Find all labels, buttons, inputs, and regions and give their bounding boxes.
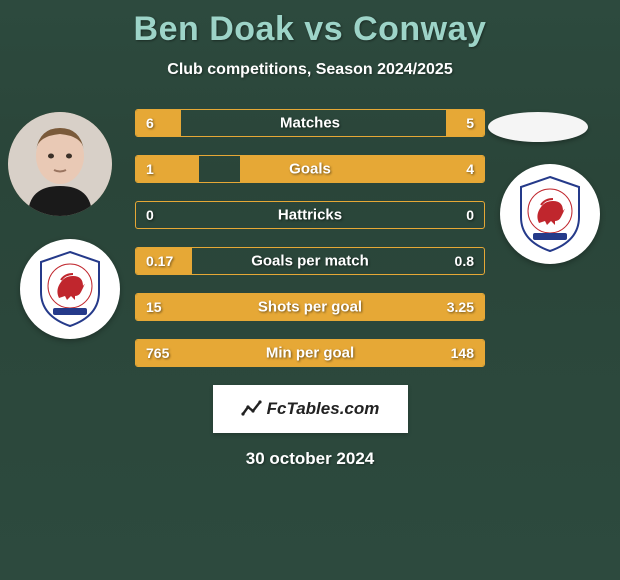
stat-value-left: 0 xyxy=(146,207,154,223)
player-right-avatar xyxy=(488,112,588,142)
player-left-club-crest xyxy=(20,239,120,339)
stat-label: Min per goal xyxy=(266,345,354,362)
stat-value-right: 5 xyxy=(466,115,474,131)
comparison-content: 6 5 Matches 1 4 Goals 0 0 Hattricks 0.17 0.8 Goals … xyxy=(0,109,620,469)
stat-row: 0 0 Hattricks xyxy=(135,201,485,229)
stat-value-left: 765 xyxy=(146,345,169,361)
stat-row: 0.17 0.8 Goals per match xyxy=(135,247,485,275)
stat-label: Shots per goal xyxy=(258,299,362,316)
stat-row: 1 4 Goals xyxy=(135,155,485,183)
stat-value-left: 1 xyxy=(146,161,154,177)
stat-value-right: 3.25 xyxy=(447,299,474,315)
page-title: Ben Doak vs Conway xyxy=(0,0,620,49)
stat-bar-right xyxy=(446,110,484,136)
stat-value-right: 0 xyxy=(466,207,474,223)
branding-text: FcTables.com xyxy=(267,399,380,419)
branding-badge: FcTables.com xyxy=(213,385,408,433)
stat-bar-right xyxy=(240,156,484,182)
date-text: 30 october 2024 xyxy=(0,449,620,469)
stat-value-right: 4 xyxy=(466,161,474,177)
stat-value-left: 6 xyxy=(146,115,154,131)
player-left-avatar xyxy=(8,112,112,216)
stat-value-left: 0.17 xyxy=(146,253,173,269)
stats-bars: 6 5 Matches 1 4 Goals 0 0 Hattricks 0.17 0.8 Goals … xyxy=(135,109,485,367)
stat-value-right: 0.8 xyxy=(455,253,474,269)
stat-bar-left xyxy=(136,110,181,136)
stat-value-right: 148 xyxy=(451,345,474,361)
stat-label: Hattricks xyxy=(278,207,342,224)
stat-value-left: 15 xyxy=(146,299,162,315)
stat-label: Matches xyxy=(280,115,340,132)
stat-label: Goals per match xyxy=(251,253,369,270)
branding-icon xyxy=(241,398,263,420)
subtitle: Club competitions, Season 2024/2025 xyxy=(0,61,620,79)
stat-row: 6 5 Matches xyxy=(135,109,485,137)
stat-row: 15 3.25 Shots per goal xyxy=(135,293,485,321)
stat-row: 765 148 Min per goal xyxy=(135,339,485,367)
stat-label: Goals xyxy=(289,161,331,178)
player-right-club-crest xyxy=(500,164,600,264)
